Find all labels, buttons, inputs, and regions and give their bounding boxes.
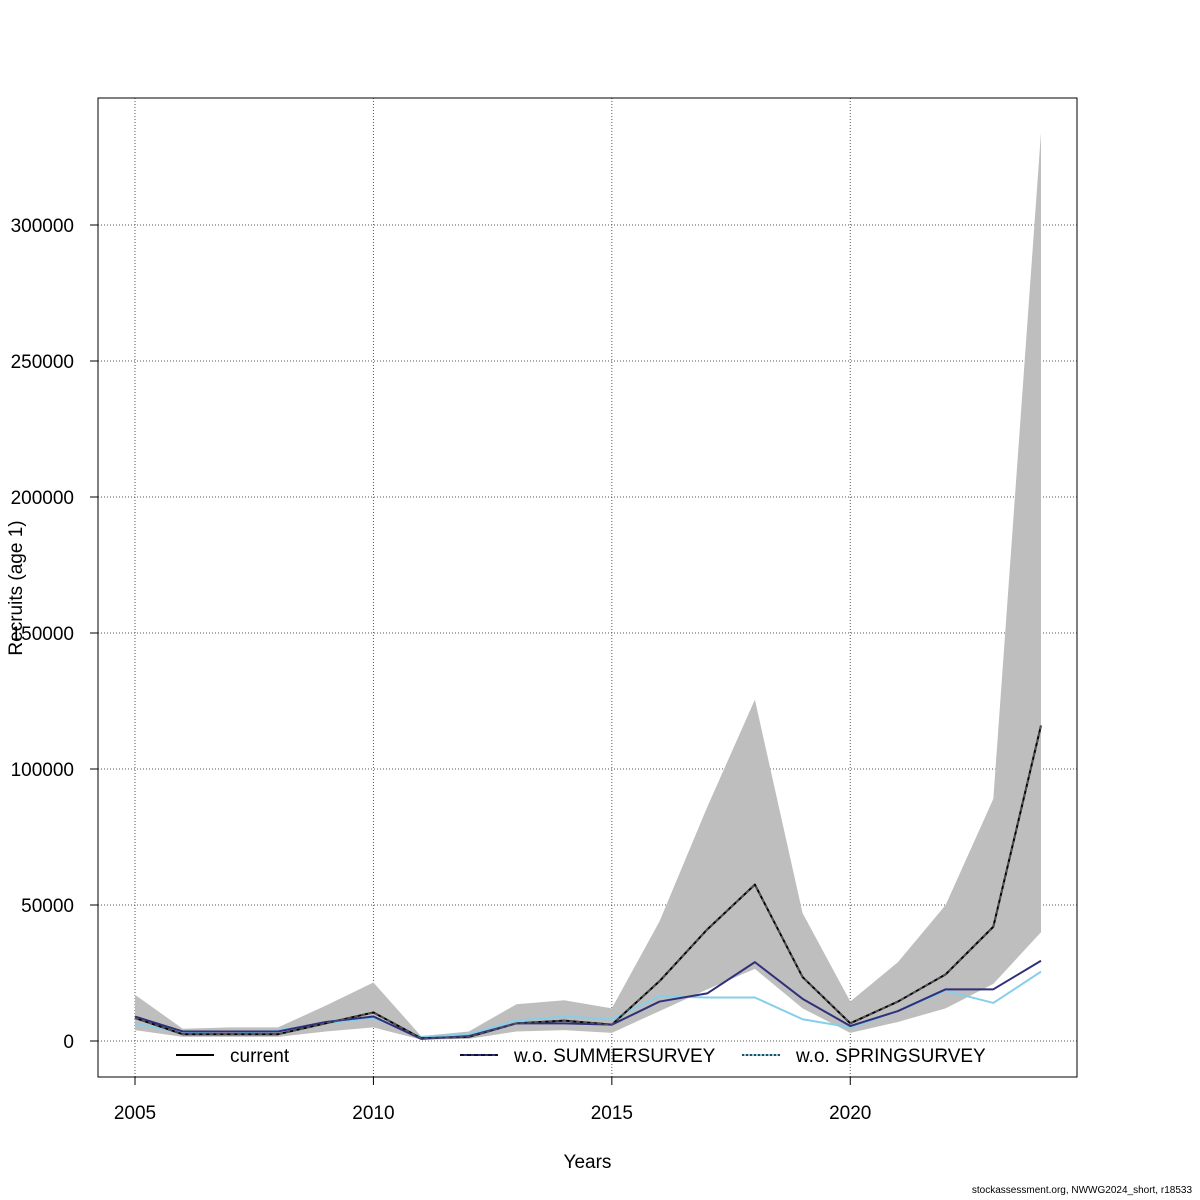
y-axis-label: Recruits (age 1) — [6, 520, 27, 655]
legend: current w.o. SUMMERSURVEY w.o. SPRINGSURVE… — [176, 1046, 986, 1067]
footer-credit: stockassessment.org, NWWG2024_short, r18… — [971, 1185, 1192, 1196]
y-tick-label: 0 — [63, 1032, 74, 1053]
plot-frame — [97, 97, 1078, 1078]
x-tick-label: 2010 — [352, 1103, 394, 1124]
y-tick-label: 300000 — [11, 216, 74, 237]
y-tick-label: 250000 — [11, 352, 74, 373]
x-axis-label: Years — [564, 1152, 612, 1173]
x-axis: 2005 2010 2015 2020 — [114, 1077, 871, 1124]
grid-lines — [98, 98, 1077, 1077]
y-tick-label: 50000 — [21, 896, 74, 917]
y-tick-label: 150000 — [11, 624, 74, 645]
series-line-3 — [134, 725, 1042, 1040]
legend-label: w.o. SUMMERSURVEY — [513, 1046, 716, 1067]
confidence-band — [135, 132, 1041, 1040]
series-lines — [134, 725, 1042, 1040]
y-tick-label: 200000 — [11, 488, 74, 509]
legend-label: w.o. SPRINGSURVEY — [795, 1046, 986, 1067]
legend-label: current — [230, 1046, 290, 1067]
y-tick-label: 100000 — [11, 760, 74, 781]
series-line-1 — [134, 959, 1042, 1040]
x-tick-label: 2020 — [829, 1103, 871, 1124]
y-axis: 0 50000 100000 150000 200000 250000 300000 — [11, 216, 98, 1053]
confidence-band-area — [135, 132, 1041, 1040]
x-tick-label: 2015 — [591, 1103, 633, 1124]
x-tick-label: 2005 — [114, 1103, 156, 1124]
